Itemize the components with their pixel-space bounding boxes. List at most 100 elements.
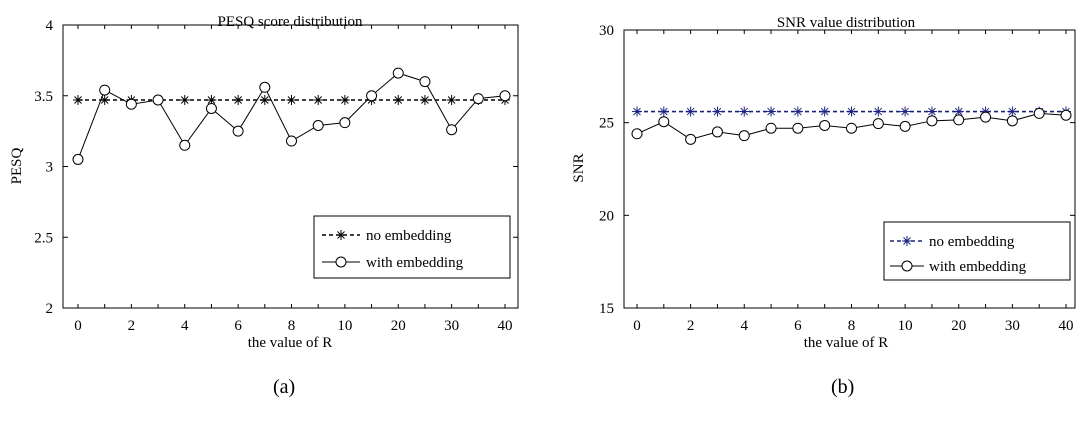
- data-point-with-embedding-a: [312, 119, 324, 131]
- data-point-no-embedding-b: [900, 106, 911, 117]
- star-stroke: [928, 107, 936, 116]
- x-tick-label-b: 2: [687, 318, 695, 334]
- data-point-no-embedding-a: [233, 94, 244, 105]
- data-point-no-embedding-b: [766, 106, 777, 117]
- y-tick-label-a: 4: [46, 18, 54, 34]
- y-axis-label-b: SNR: [571, 153, 587, 182]
- legend-circle-marker-a: [335, 256, 347, 268]
- data-point-with-embedding-b: [980, 111, 992, 123]
- star-stroke: [794, 107, 802, 116]
- data-point-with-embedding-a: [125, 98, 137, 110]
- chart-a: PESQ score distribution PESQ the value o…: [9, 14, 519, 351]
- data-point-with-embedding-b: [926, 115, 938, 127]
- data-point-no-embedding-b: [846, 106, 857, 117]
- data-point-with-embedding-a: [472, 93, 484, 105]
- data-point-no-embedding-a: [339, 94, 350, 105]
- data-point-with-embedding-b: [1033, 107, 1045, 119]
- data-point-with-embedding-b: [631, 128, 643, 140]
- data-point-no-embedding-b: [926, 106, 937, 117]
- star-stroke: [421, 96, 429, 104]
- x-tick-label-a: 40: [498, 318, 513, 334]
- data-point-with-embedding-a: [339, 117, 351, 129]
- x-axis-label-a: the value of R: [248, 335, 333, 351]
- x-tick-label-b: 20: [951, 318, 966, 334]
- legend-box-a: [313, 215, 511, 279]
- star-stroke: [713, 107, 722, 116]
- data-point-with-embedding-b: [738, 130, 750, 142]
- x-tick-label-b: 0: [633, 318, 641, 334]
- star-stroke: [394, 96, 403, 104]
- data-point-no-embedding-a: [259, 94, 270, 105]
- y-tick-label-b: 20: [599, 208, 614, 224]
- star-stroke: [260, 96, 269, 104]
- data-point-with-embedding-a: [286, 135, 297, 147]
- star-stroke: [234, 96, 242, 104]
- data-point-with-embedding-b: [711, 126, 723, 138]
- data-point-with-embedding-a: [72, 153, 84, 165]
- data-point-with-embedding-b: [765, 122, 777, 134]
- y-tick-label-b: 30: [599, 23, 614, 39]
- data-point-with-embedding-a: [419, 76, 431, 88]
- chart-b: SNR value distribution SNR the value of …: [571, 15, 1076, 351]
- data-point-no-embedding-b: [792, 106, 803, 117]
- legend-label-with-embedding-b: with embedding: [929, 259, 1027, 275]
- data-point-no-embedding-b: [819, 106, 830, 117]
- data-point-with-embedding-b: [1060, 109, 1072, 121]
- x-tick-label-a: 8: [288, 318, 296, 334]
- x-tick-label-b: 40: [1059, 318, 1074, 334]
- data-point-with-embedding-b: [1006, 115, 1018, 127]
- data-point-no-embedding-a: [419, 94, 430, 105]
- x-tick-label-a: 4: [181, 318, 189, 334]
- star-stroke: [180, 96, 189, 104]
- x-tick-label-a: 2: [128, 318, 136, 334]
- data-point-with-embedding-a: [366, 90, 378, 102]
- data-point-with-embedding-a: [499, 90, 511, 102]
- data-point-no-embedding-a: [393, 94, 404, 105]
- star-stroke: [1008, 107, 1017, 116]
- star-stroke: [847, 107, 856, 116]
- data-point-with-embedding-a: [259, 81, 271, 93]
- star-stroke: [100, 96, 109, 104]
- chart-title-b: SNR value distribution: [777, 15, 916, 31]
- data-point-with-embedding-b: [792, 122, 804, 134]
- star-stroke: [820, 107, 829, 116]
- data-point-with-embedding-a: [152, 94, 164, 106]
- star-stroke: [901, 107, 909, 116]
- legend-box-b: [883, 221, 1071, 281]
- data-point-with-embedding-a: [99, 84, 111, 96]
- data-point-with-embedding-b: [899, 120, 911, 132]
- data-point-no-embedding-a: [99, 94, 110, 105]
- x-tick-label-a: 10: [337, 318, 352, 334]
- data-point-with-embedding-a: [232, 125, 244, 137]
- data-point-with-embedding-b: [658, 116, 670, 128]
- y-tick-label-b: 15: [599, 301, 614, 317]
- data-point-no-embedding-b: [658, 106, 669, 117]
- star-stroke: [740, 107, 749, 116]
- data-point-no-embedding-b: [873, 106, 884, 117]
- data-point-no-embedding-a: [73, 94, 83, 105]
- data-point-with-embedding-b: [846, 122, 857, 134]
- x-tick-label-a: 30: [444, 318, 459, 334]
- y-tick-label-a: 2.5: [34, 230, 53, 246]
- data-point-no-embedding-b: [1007, 106, 1018, 117]
- data-point-no-embedding-a: [206, 94, 217, 105]
- y-tick-label-a: 3.5: [34, 89, 53, 105]
- star-stroke: [314, 96, 323, 104]
- legend-label-with-embedding-a: with embedding: [366, 255, 464, 271]
- data-point-no-embedding-a: [179, 94, 190, 105]
- legend-star-marker-a: [336, 230, 346, 240]
- x-tick-label-a: 6: [234, 318, 242, 334]
- data-point-with-embedding-b: [685, 133, 697, 145]
- x-tick-label-b: 8: [848, 318, 856, 334]
- y-tick-label-b: 25: [599, 116, 614, 132]
- legend-label-no-embedding-a: no embedding: [366, 228, 452, 244]
- star-stroke: [954, 107, 963, 116]
- star-stroke: [659, 107, 668, 116]
- legend-label-no-embedding-b: no embedding: [929, 234, 1015, 250]
- x-tick-label-a: 0: [74, 318, 82, 334]
- star-stroke: [633, 107, 641, 116]
- y-tick-label-a: 2: [46, 301, 54, 317]
- legend-circle-marker-b: [901, 260, 913, 272]
- y-axis-label-a: PESQ: [9, 147, 25, 184]
